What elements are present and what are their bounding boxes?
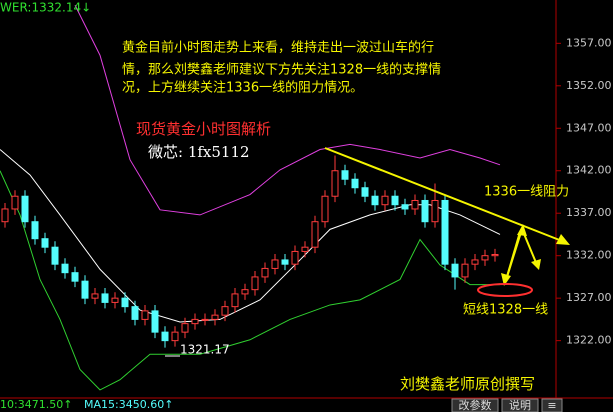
candle-body: [321, 195, 329, 223]
candle-body: [451, 263, 459, 278]
y-tick-label: 1342.00: [566, 164, 612, 177]
button[interactable]: [541, 398, 563, 412]
arrow: [521, 228, 538, 266]
candle-body: [361, 187, 369, 197]
candle-body: [121, 297, 129, 308]
candle-body: [141, 310, 149, 320]
band-line: [74, 4, 501, 216]
candle-body: [221, 306, 229, 316]
y-tick-label: 1327.00: [566, 291, 612, 304]
candle-body: [251, 276, 259, 291]
candle-body: [481, 255, 489, 261]
note-line: 情，那么刘樊鑫老师建议下方先关注1328一线的支撑情: [122, 62, 441, 78]
candle-body: [431, 199, 439, 223]
candle-body: [401, 204, 409, 210]
candle-body: [31, 221, 39, 240]
candle-body: [381, 195, 389, 206]
heading: 现货黄金小时图解析: [136, 120, 271, 138]
candle-body: [41, 238, 49, 248]
candle-body: [131, 306, 139, 320]
plot: 1322.00 1327.00 1332.00 1337.00 1342.00 1347.…: [0, 4, 612, 391]
candle-body: [161, 331, 169, 342]
button-label[interactable]: 说明: [509, 398, 531, 412]
candle-body: [61, 263, 69, 274]
y-tick-label: 1332.00: [566, 249, 612, 262]
candle-body: [101, 293, 109, 303]
candle-body: [151, 310, 159, 333]
candle-body: [291, 250, 299, 265]
support-circle: [477, 283, 533, 297]
candle-body: [261, 267, 269, 278]
candle-body: [11, 195, 19, 210]
button[interactable]: [501, 398, 539, 412]
arrow: [505, 228, 523, 281]
candle-body: [191, 318, 199, 325]
candle-body: [341, 170, 349, 180]
ma10-label: 10:3471.50↑: [0, 398, 72, 411]
band-line: [0, 170, 500, 391]
y-tick-label: 1352.00: [566, 79, 612, 92]
candle-body: [171, 331, 179, 342]
candle-body: [391, 195, 399, 206]
candle-body: [331, 170, 339, 197]
candle-body: [21, 195, 29, 223]
note-line: 况，上方继续关注1336一线的阻力情况。: [122, 80, 363, 96]
candle-body: [371, 195, 379, 206]
candle-body: [441, 199, 449, 265]
support-label: 短线1328一线: [463, 303, 548, 318]
ma15-label: MA15:3450.60↑: [84, 398, 173, 411]
contact: 微芯: 1fx5112: [148, 143, 250, 161]
candle-body: [111, 297, 119, 303]
y-tick-label: 1322.00: [566, 334, 612, 347]
candle-body: [91, 293, 99, 299]
header-label: WER:1332.14↓: [0, 1, 91, 15]
low-label: 1321.17: [180, 343, 230, 357]
button-label[interactable]: 改参数: [459, 398, 492, 412]
y-tick-label: 1347.00: [566, 121, 612, 134]
candle-body: [211, 314, 219, 320]
candle-body: [351, 178, 359, 189]
candle-body: [471, 259, 479, 265]
candle-body: [281, 259, 289, 265]
candle-body: [301, 246, 309, 252]
button-label[interactable]: ≡: [547, 399, 556, 412]
button[interactable]: [451, 398, 499, 412]
resistance-label: 1336一线阻力: [484, 185, 569, 200]
candle-body: [71, 272, 79, 282]
candle-body: [461, 263, 469, 278]
candle-body: [491, 253, 499, 257]
candle-body: [231, 293, 239, 308]
y-tick-label: 1357.00: [566, 36, 612, 49]
candle-body: [241, 289, 249, 295]
candle-body: [181, 323, 189, 333]
y-tick-label: 1337.00: [566, 206, 612, 219]
candle-body: [411, 199, 419, 210]
candle-body: [421, 199, 429, 223]
arrow-head: [531, 259, 541, 270]
candle-body: [51, 246, 59, 265]
candle-body: [271, 259, 279, 269]
note-line: 黄金目前小时图走势上来看，维持走出一波过山车的行: [122, 40, 434, 56]
author: 刘樊鑫老师原创撰写: [400, 375, 535, 393]
candle-body: [201, 318, 209, 321]
candle-body: [1, 208, 9, 223]
trend-arrow: [556, 234, 570, 245]
candle-body: [81, 280, 89, 299]
candle-body: [311, 221, 319, 248]
